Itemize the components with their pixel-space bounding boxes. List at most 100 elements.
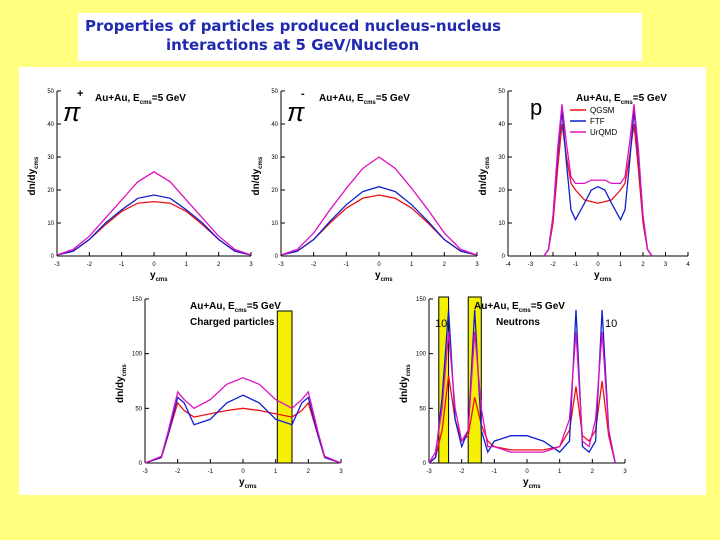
x-tick-label: -2 <box>550 262 556 268</box>
series-line-qgsm <box>56 200 252 256</box>
x-tick-label: 1 <box>185 262 189 268</box>
y-axis-label: dn/dycms <box>399 364 412 403</box>
figure-panel: -3 -2 -1 0 1 2 3 0 10 20 30 40 50 ycms dn/dycms Au+Au, … <box>19 67 706 495</box>
y-tick-label: 50 <box>419 406 426 412</box>
annotation-text: Au+Au, Ecms=5 GeV <box>95 93 186 106</box>
x-tick-label: 0 <box>596 262 600 268</box>
x-tick-label: 3 <box>249 262 253 268</box>
x-tick-label: 2 <box>641 262 645 268</box>
x-tick-label: 2 <box>591 469 595 475</box>
chart-pi_plus: -3 -2 -1 0 1 2 301020304050ycmsdn/dycmsAu+Au, … <box>27 88 253 283</box>
y-tick-label: 20 <box>271 188 278 194</box>
y-tick-label: 0 <box>502 254 506 260</box>
figure-svg: -3 -2 -1 0 1 2 301020304050ycmsdn/dycmsAu+Au, … <box>27 88 690 490</box>
x-tick-label: -1 <box>344 262 350 268</box>
y-axis-label: dn/dycms <box>27 156 40 195</box>
y-tick-label: 10 <box>271 221 278 227</box>
annotation-text: Au+Au, Ecms=5 GeV <box>576 93 667 106</box>
y-tick-label: 50 <box>271 89 278 95</box>
x-tick-label: 3 <box>339 469 343 475</box>
particle-charge: + <box>77 88 83 100</box>
chart-charged: -3 -2 -1 0 1 2 3 0 50 100 150 ycms dn/dycms Au+Au, Ec… <box>115 297 343 490</box>
highlight-band <box>276 310 293 464</box>
chart-proton: -4 -3 -2 -1 0 1 2 3 401020304050ycmsdn/dycmsAu+A… <box>478 89 690 283</box>
x-tick-label: -2 <box>175 469 181 475</box>
x-tick-label: 0 <box>241 469 245 475</box>
y-tick-label: 40 <box>498 122 505 128</box>
series-line-urqmd <box>543 104 653 257</box>
x-tick-label: -2 <box>459 469 465 475</box>
x-tick-label: 1 <box>558 469 562 475</box>
y-tick-label: 100 <box>132 352 143 358</box>
x-tick-label: 4 <box>686 262 690 268</box>
series-line-urqmd <box>56 171 252 256</box>
x-tick-label: -2 <box>87 262 93 268</box>
y-tick-label: 30 <box>498 155 505 161</box>
legend-label: UrQMD <box>590 128 617 137</box>
legend-label: FTF <box>590 117 605 126</box>
annotation-text: Au+Au, Ecms=5 GeV <box>319 93 410 106</box>
series-line-ftf <box>144 394 342 464</box>
particle-charge: - <box>301 88 305 100</box>
x-tick-label: 1 <box>619 262 623 268</box>
slide-title-line1: Properties of particles produced nucleus… <box>85 17 502 35</box>
x-tick-label: 2 <box>443 262 447 268</box>
particle-symbol: π <box>287 97 305 127</box>
y-axis-label: dn/dycms <box>478 156 491 195</box>
x-tick-label: -1 <box>492 469 498 475</box>
x-tick-label: -1 <box>573 262 579 268</box>
y-tick-label: 150 <box>132 297 143 303</box>
y-tick-label: 10 <box>47 221 54 227</box>
y-tick-label: 40 <box>47 122 54 128</box>
y-tick-label: 50 <box>47 89 54 95</box>
y-tick-label: 0 <box>275 254 279 260</box>
y-tick-label: 50 <box>498 89 505 95</box>
x-axis-label: ycms <box>150 270 168 283</box>
x-tick-label: -3 <box>278 262 284 268</box>
x-tick-label: -2 <box>311 262 317 268</box>
chart-subtitle: Charged particles <box>190 317 275 328</box>
chart-neutrons: -3 -2 -1 0 1 2 3 0 50 100 150 ycms dn/dycms Au+Au, Ec… <box>399 296 627 490</box>
series-line-qgsm <box>543 123 653 257</box>
y-tick-label: 30 <box>47 155 54 161</box>
particle-symbol: p <box>530 95 542 120</box>
marker-label: 10 <box>605 318 617 330</box>
x-tick-label: 2 <box>217 262 221 268</box>
x-tick-label: -3 <box>528 262 534 268</box>
series-line-ftf <box>280 186 478 256</box>
y-tick-label: 100 <box>416 352 427 358</box>
marker-label: 10 <box>435 318 447 330</box>
y-tick-label: 0 <box>51 254 55 260</box>
legend-label: QGSM <box>590 106 615 115</box>
annotation-text: Au+Au, Ecms=5 GeV <box>474 301 565 314</box>
series-line-qgsm <box>144 401 342 464</box>
slide-title-line2: interactions at 5 GeV/Nucleon <box>166 36 420 54</box>
y-axis-label: dn/dycms <box>115 364 128 403</box>
y-tick-label: 10 <box>498 221 505 227</box>
series-line-ftf <box>56 194 252 256</box>
x-tick-label: 3 <box>475 262 479 268</box>
y-tick-label: 50 <box>135 406 142 412</box>
x-tick-label: -3 <box>54 262 60 268</box>
x-tick-label: 0 <box>152 262 156 268</box>
x-axis-label: ycms <box>375 270 393 283</box>
x-tick-label: -1 <box>119 262 125 268</box>
x-tick-label: -1 <box>208 469 214 475</box>
series-line-urqmd <box>280 156 478 256</box>
x-tick-label: 1 <box>274 469 278 475</box>
y-tick-label: 30 <box>271 155 278 161</box>
x-tick-label: 2 <box>307 469 311 475</box>
series-line-qgsm <box>280 194 478 256</box>
chart-pi_minus: -3 -2 -1 0 1 2 301020304050ycmsdn/dycmsAu+Au, … <box>251 88 479 283</box>
x-axis-label: ycms <box>523 477 541 490</box>
y-tick-label: 0 <box>423 461 427 467</box>
x-axis-label: ycms <box>239 477 257 490</box>
x-tick-label: -4 <box>505 262 511 268</box>
y-axis-label: dn/dycms <box>251 156 264 195</box>
x-tick-label: 3 <box>623 469 627 475</box>
y-tick-label: 0 <box>139 461 143 467</box>
series-line-urqmd <box>428 331 616 464</box>
y-tick-label: 20 <box>498 188 505 194</box>
annotation-text: Au+Au, Ecms=5 GeV <box>190 301 281 314</box>
x-tick-label: 3 <box>664 262 668 268</box>
